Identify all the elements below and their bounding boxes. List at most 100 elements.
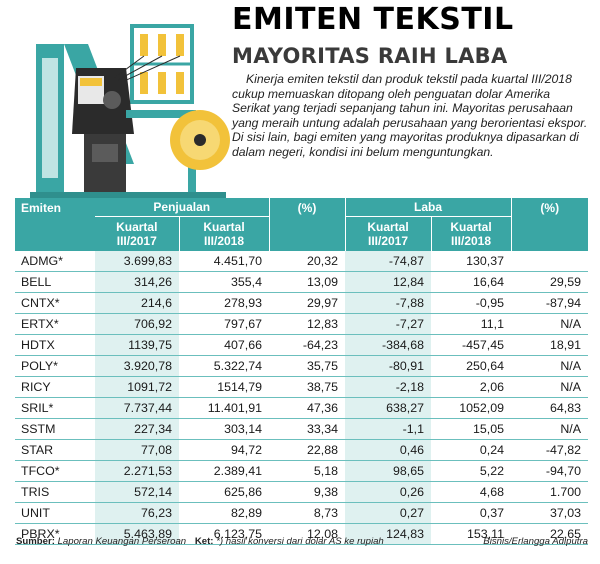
cell-laba-q2018: 11,1 (480, 317, 504, 331)
table-row: CNTX* 214,6 278,93 29,97 -7,88 -0,95 -87,94 (15, 292, 588, 314)
cell-laba-pct: -47,82 (545, 443, 581, 457)
cell-laba-q2017: 124,83 (345, 523, 431, 545)
cell-laba-q2018: -0,95 (475, 296, 504, 310)
cell-laba-pct: 22,65 (549, 527, 581, 541)
cell-penjualan-q2017: 572,14 (95, 481, 179, 503)
cell-penjualan-q2018: 4.451,70 (213, 254, 262, 268)
credit: Bisnis/Erlangga Adiputra (483, 536, 588, 547)
cell-penjualan-pct: 5,18 (313, 464, 338, 478)
header-q2017-line2: III/2017 (367, 234, 409, 248)
header-q2018-line1: Kuartal (450, 220, 492, 234)
cell-emiten: TRIS (21, 485, 50, 499)
table-row: RICY 1091,72 1514,79 38,75 -2,18 2,06 N/A (15, 376, 588, 398)
cell-penjualan-q2018: 94,72 (230, 443, 262, 457)
table-row: TFCO* 2.271,53 2.389,41 5,18 98,65 5,22 -94,70 (15, 460, 588, 482)
cell-laba-pct: 18,91 (549, 338, 581, 352)
cell-emiten: SRIL* (21, 401, 54, 415)
cell-emiten: UNIT (21, 506, 50, 520)
cell-penjualan-q2018: 797,67 (224, 317, 262, 331)
cell-laba-q2018: 1052,09 (459, 401, 504, 415)
cell-penjualan-pct: 38,75 (306, 380, 338, 394)
table-row: SRIL* 7.737,44 11.401,91 47,36 638,27 1052,09… (15, 397, 588, 419)
cell-penjualan-pct: 8,73 (313, 506, 338, 520)
source-label: Sumber: (16, 536, 55, 547)
cell-laba-q2017: -74,87 (345, 251, 431, 272)
cell-laba-q2018: -457,45 (461, 338, 504, 352)
cell-penjualan-q2018: 82,89 (230, 506, 262, 520)
cell-laba-q2018: 2,06 (479, 380, 504, 394)
cell-laba-pct (511, 251, 588, 272)
cell-laba-q2018: 15,05 (472, 422, 504, 436)
header-penjualan-pct: (%) (268, 198, 345, 251)
table-row: POLY* 3.920,78 5.322,74 35,75 -80,91 250,64 N/… (15, 355, 588, 377)
cell-penjualan-q2018: 5.322,74 (213, 359, 262, 373)
header-laba: Laba (344, 198, 511, 217)
cell-laba-pct: N/A (560, 317, 581, 331)
cell-laba-q2017: -384,68 (345, 334, 431, 356)
cell-laba-q2017: 12,84 (345, 271, 431, 293)
cell-penjualan-q2017: 7.737,44 (95, 397, 179, 419)
cell-penjualan-q2018: 625,86 (224, 485, 262, 499)
header-penjualan: Penjualan (95, 198, 269, 217)
source-value: Laporan Keuangan Perseroan (57, 536, 187, 547)
cell-penjualan-q2017: 2.271,53 (95, 460, 179, 482)
cell-penjualan-q2018: 11.401,91 (207, 401, 262, 415)
cell-emiten: RICY (21, 380, 51, 394)
cell-laba-pct: 64,83 (549, 401, 581, 415)
cell-penjualan-q2018: 1514,79 (217, 380, 262, 394)
header-q2017-line1: Kuartal (367, 220, 409, 234)
cell-laba-q2017: 0,26 (345, 481, 431, 503)
cell-laba-q2017: -7,88 (345, 292, 431, 314)
page-title: EMITEN TEKSTIL (232, 2, 514, 37)
cell-laba-q2017: 0,27 (345, 502, 431, 524)
cell-penjualan-q2017: 5.463,89 (95, 523, 179, 545)
cell-penjualan-q2017: 1139,75 (95, 334, 179, 356)
cell-emiten: SSTM (21, 422, 56, 436)
cell-laba-q2018: 250,64 (466, 359, 504, 373)
cell-penjualan-q2017: 1091,72 (95, 376, 179, 398)
cell-penjualan-q2018: 6.123,75 (213, 527, 262, 541)
cell-penjualan-pct: 9,38 (313, 485, 338, 499)
note-label: Ket: (194, 536, 214, 547)
cell-penjualan-q2017: 76,23 (95, 502, 179, 524)
cell-laba-pct: N/A (560, 359, 581, 373)
cell-emiten: STAR (21, 443, 54, 457)
footer: Sumber: Laporan Keuangan Perseroan Ket: … (16, 536, 588, 547)
cell-penjualan-pct: 22,88 (306, 443, 338, 457)
cell-penjualan-pct: 12,08 (306, 527, 338, 541)
cell-penjualan-pct: 12,83 (306, 317, 338, 331)
header-laba-q2018: Kuartal III/2018 (430, 216, 511, 251)
cell-emiten: BELL (21, 275, 52, 289)
cell-penjualan-q2018: 355,4 (230, 275, 262, 289)
cell-emiten: ERTX* (21, 317, 59, 331)
cell-laba-q2018: 130,37 (466, 254, 504, 268)
cell-penjualan-q2017: 77,08 (95, 439, 179, 461)
header-q2018-line2: III/2018 (450, 234, 492, 248)
cell-penjualan-pct: -64,23 (302, 338, 338, 352)
cell-laba-pct: -87,94 (545, 296, 581, 310)
cell-laba-q2017: 638,27 (345, 397, 431, 419)
table-row: PBRX* 5.463,89 6.123,75 12,08 124,83 153,11 22… (15, 523, 588, 545)
table-row: HDTX 1139,75 407,66 -64,23 -384,68 -457,45 18,… (15, 334, 588, 356)
cell-laba-q2017: 98,65 (345, 460, 431, 482)
textile-machine-icon (30, 24, 230, 198)
cell-laba-q2018: 4,68 (479, 485, 504, 499)
cell-penjualan-pct: 35,75 (306, 359, 338, 373)
header-laba-q2017: Kuartal III/2017 (344, 216, 431, 251)
cell-laba-q2018: 0,24 (479, 443, 504, 457)
cell-emiten: POLY* (21, 359, 58, 373)
cell-laba-pct: 1.700 (549, 485, 581, 499)
cell-penjualan-q2018: 2.389,41 (213, 464, 262, 478)
header-penjualan-q2018: Kuartal III/2018 (178, 216, 269, 251)
cell-emiten: PBRX* (21, 527, 60, 541)
textile-issuers-table: Emiten Penjualan (%) Laba (%) Kuartal II… (15, 198, 588, 545)
cell-penjualan-q2017: 3.699,83 (95, 251, 179, 272)
cell-laba-q2017: -80,91 (345, 355, 431, 377)
table-row: STAR 77,08 94,72 22,88 0,46 0,24 -47,82 (15, 439, 588, 461)
cell-laba-pct: -94,70 (545, 464, 581, 478)
note-value: *) hasil konversi dari dolar AS ke rupia… (216, 536, 384, 547)
cell-emiten: TFCO* (21, 464, 60, 478)
cell-penjualan-q2017: 214,6 (95, 292, 179, 314)
cell-penjualan-q2018: 303,14 (224, 422, 262, 436)
cell-emiten: ADMG* (21, 254, 63, 268)
